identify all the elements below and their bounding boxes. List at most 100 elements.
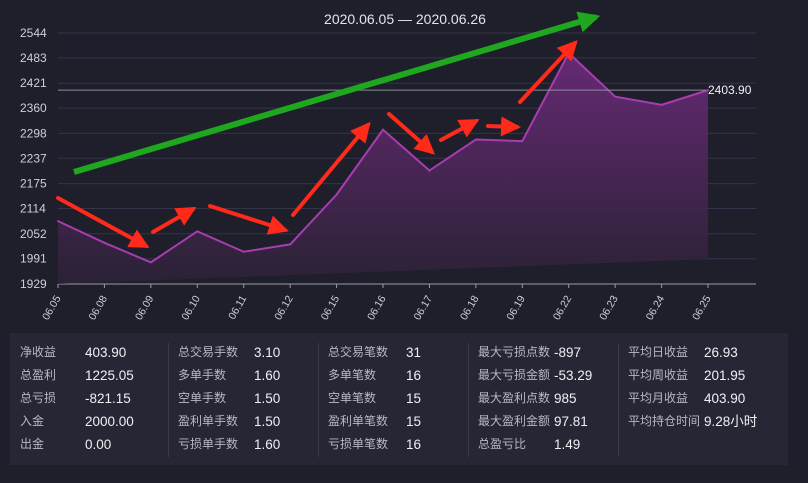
data-point [335,193,338,196]
stat-label: 亏损单笔数 [328,437,389,451]
stat-label: 平均持仓时间 [628,414,701,428]
stat-value: 985 [554,391,577,406]
equity-chart: 2544 2483 2421 2360 2298 2237 2175 2114 2052 1991… [20,11,756,322]
x-tick-label: 06.09 [133,293,157,322]
stat-label: 平均日收益 [628,345,689,359]
data-point [428,169,431,172]
stat-value: 403.90 [85,345,127,360]
stat-value: -821.15 [85,391,131,406]
stat-value: 1.60 [254,368,281,383]
reference-line-label: 2403.90 [708,83,752,97]
stat-value: 97.81 [554,414,588,429]
stats-panel: 净收益 403.90 总盈利 1225.05 总亏损 -821.15 入金 2000.00 出金… [10,333,788,465]
stat-value: 2000.00 [85,414,134,429]
stat-value: 26.93 [704,345,738,360]
stat-value: 1.60 [254,437,281,452]
annotation-arrow [486,116,521,137]
stat-label: 总亏损 [20,391,57,405]
stat-label: 出金 [20,437,45,451]
stat-label: 平均周收益 [628,368,689,382]
data-point [149,261,152,264]
stat-label: 入金 [20,414,45,428]
stat-value: 16 [406,368,422,383]
x-tick-label: 06.25 [690,293,714,322]
stat-value: 3.10 [254,345,281,360]
y-tick-label: 1929 [20,277,47,291]
x-tick-label: 06.12 [272,293,296,322]
data-point [103,241,106,244]
stat-label: 最大亏损金额 [478,368,551,382]
stat-label: 盈利单手数 [178,414,239,428]
stat-value: 31 [406,345,422,360]
x-tick-label: 06.24 [644,293,668,322]
data-point [57,220,59,223]
series-area [58,52,709,284]
annotation-arrow [208,204,289,235]
data-point [521,140,524,143]
stat-value: 9.28小时 [704,414,758,429]
x-tick-label: 06.16 [365,293,389,322]
y-tick-label: 2175 [20,177,47,191]
annotation-arrow [151,207,197,234]
y-tick-label: 2237 [20,151,47,165]
annotation-arrow [439,119,480,142]
data-point [382,128,385,131]
y-tick-label: 2052 [20,227,47,241]
data-point [289,243,292,246]
stat-label: 最大盈利金额 [478,414,551,428]
x-tick-label: 06.05 [40,293,64,322]
stat-label: 空单笔数 [328,391,377,405]
stat-label: 总交易笔数 [328,345,389,359]
x-tick-label: 06.08 [86,293,110,322]
stat-value: 1225.05 [85,368,134,383]
y-tick-label: 2544 [20,26,47,40]
x-tick-label: 06.11 [226,293,249,321]
annotation-arrow [518,40,578,104]
y-tick-label: 2360 [20,101,47,115]
stat-label: 总盈亏比 [478,437,527,451]
stat-label: 平均月收益 [628,391,689,405]
stat-value: 1.50 [254,391,281,406]
stat-value: 1.49 [554,437,581,452]
y-tick-label: 2114 [20,201,46,215]
stat-value: 1.50 [254,414,281,429]
stat-label: 总盈利 [20,368,57,382]
stat-label: 净收益 [20,345,57,359]
data-point [614,95,617,98]
stat-label: 亏损单手数 [178,437,239,451]
y-tick-label: 2483 [20,51,47,65]
annotation-arrow [387,112,435,155]
y-tick-label: 1991 [20,252,47,266]
chart-title: 2020.06.05 — 2020.06.26 [324,11,486,27]
y-tick-label: 2298 [20,126,47,140]
stat-label: 最大盈利点数 [478,391,551,405]
x-tick-label: 06.17 [412,293,436,322]
x-tick-label: 06.15 [319,293,343,322]
stat-label: 盈利单笔数 [328,414,389,428]
annotation-arrow [291,121,371,217]
stat-value: 403.90 [704,391,746,406]
x-tick-label: 06.22 [551,293,575,322]
data-point [707,89,710,92]
stat-value: 16 [406,437,422,452]
data-point [242,250,245,253]
data-point [474,138,477,141]
annotation-arrow [56,196,150,248]
column-divider [618,343,619,457]
stat-value: -53.29 [554,368,593,383]
trend-arrow [73,11,601,175]
chart-plot: 2544 2483 2421 2360 2298 2237 2175 2114 2052 1991… [20,11,756,322]
x-tick-label: 06.23 [597,293,621,322]
stat-value: -897 [554,345,582,360]
stat-label: 多单手数 [178,368,227,382]
column-divider [168,343,169,457]
data-point [196,230,199,233]
data-point [660,103,663,106]
stat-value: 201.95 [704,368,746,383]
x-tick-label: 06.18 [458,293,482,322]
stat-label: 多单笔数 [328,368,377,382]
stat-value: 0.00 [85,437,112,452]
stat-label: 总交易手数 [178,345,239,359]
stat-value: 15 [406,391,422,406]
stat-label: 空单手数 [178,391,227,405]
